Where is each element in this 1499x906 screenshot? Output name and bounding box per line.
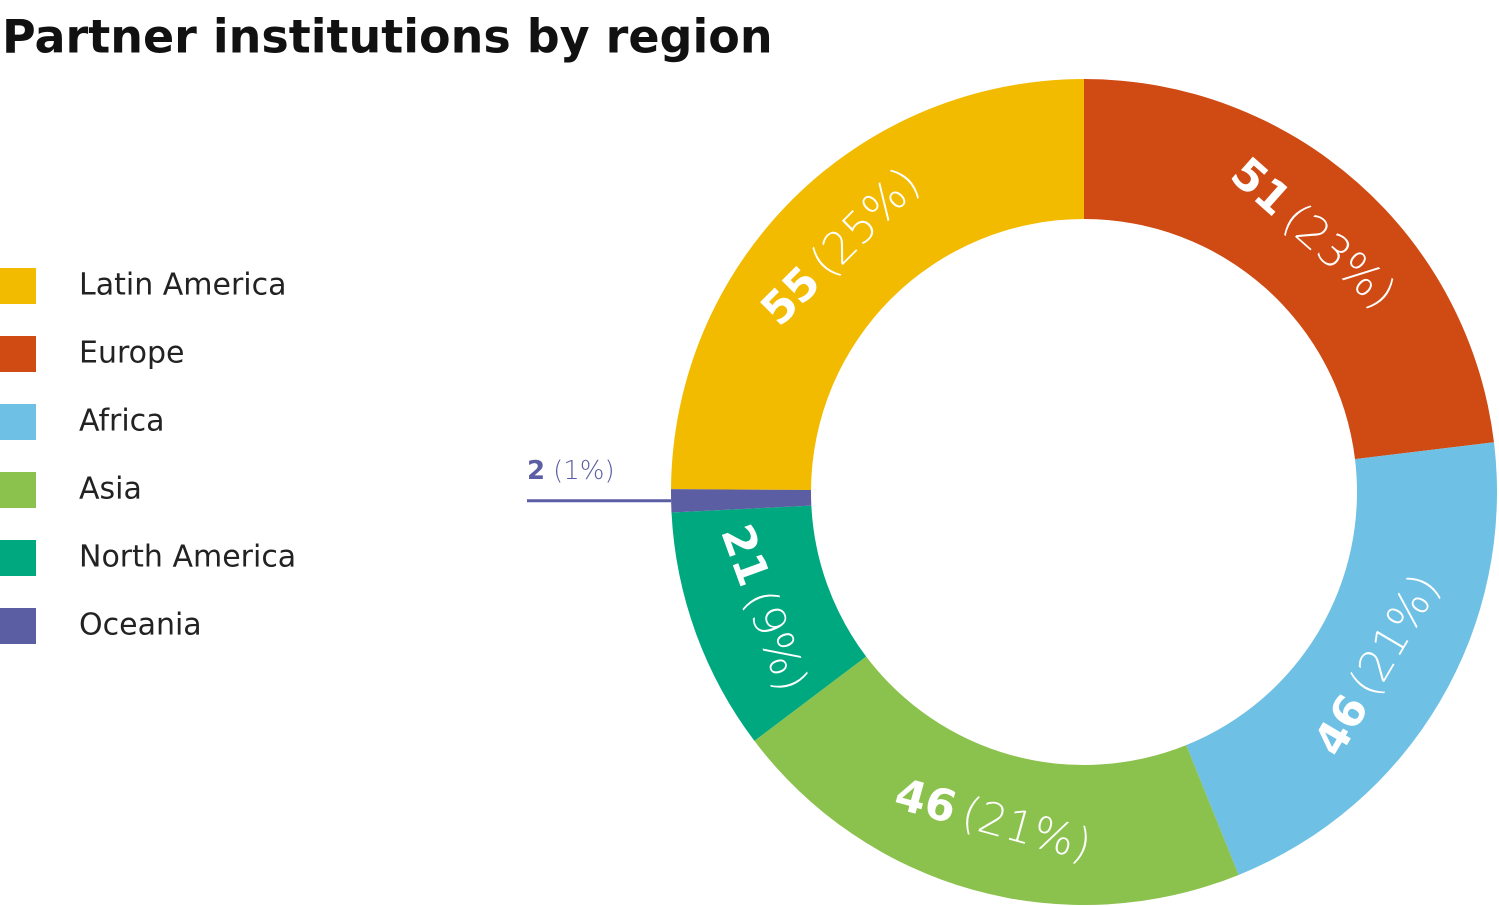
donut-slice [1186, 442, 1497, 875]
slice-share: (1%) [553, 455, 615, 485]
donut-slice [754, 656, 1239, 905]
legend-label: Africa [79, 404, 165, 439]
donut-slice [671, 78, 1084, 491]
legend-swatch [0, 404, 36, 440]
donut-slice [671, 489, 812, 513]
slice-value: 2 [527, 455, 545, 485]
slice-label: 2 (1%) [527, 455, 615, 485]
legend-label: Asia [79, 472, 142, 507]
donut-slice [1084, 79, 1494, 460]
legend-label: Europe [79, 336, 185, 371]
legend-swatch [0, 608, 36, 644]
legend-label: North America [79, 540, 296, 575]
legend-label: Latin America [79, 268, 287, 303]
legend-label: Oceania [79, 608, 202, 643]
legend-swatch [0, 540, 36, 576]
donut-slice [671, 505, 867, 741]
legend-swatch [0, 268, 36, 304]
legend-swatch [0, 336, 36, 372]
chart-title: Partner institutions by region [2, 10, 773, 64]
legend-swatch [0, 472, 36, 508]
